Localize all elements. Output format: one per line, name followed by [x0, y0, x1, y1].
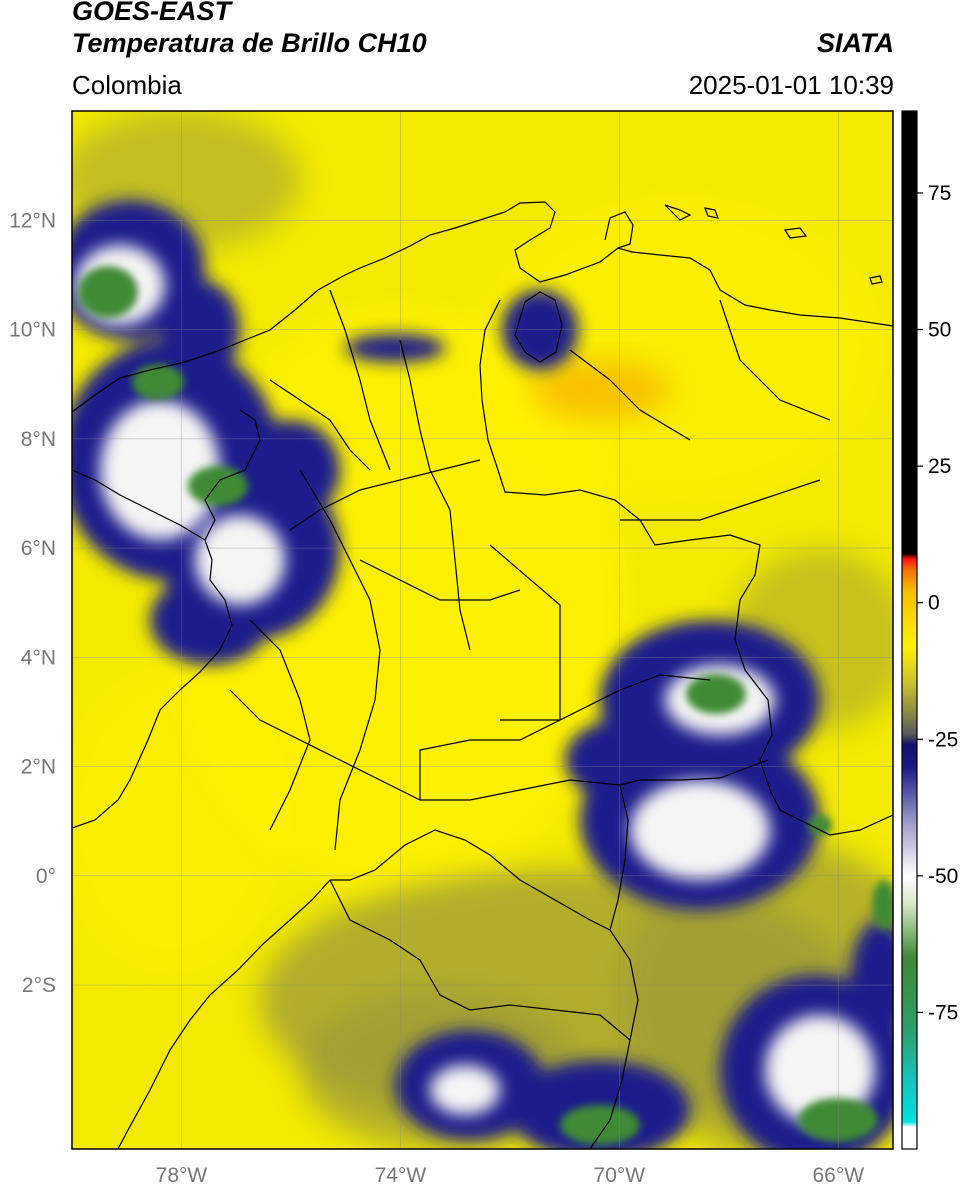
- ecuador-peru-border: [329, 879, 631, 1041]
- graticule: [72, 111, 893, 1149]
- warm-zones: [72, 190, 890, 980]
- colombia-peru-border: [330, 829, 611, 931]
- map-panel: [72, 111, 893, 1149]
- colombia-venezuela-border: [479, 299, 801, 821]
- colombia-brazil-border: [589, 759, 769, 1149]
- pacific-coastline: [72, 409, 261, 829]
- island-3: [783, 227, 808, 239]
- warm-spot: [530, 360, 670, 420]
- department-line-4: [329, 289, 391, 471]
- caribbean-coastline: [72, 201, 893, 413]
- latitude-tick-label: 6°N: [21, 537, 56, 560]
- colorbar-frame: [901, 110, 918, 1150]
- product-title: Temperatura de Brillo CH10: [72, 28, 427, 58]
- longitude-tick-label: 70°W: [594, 1164, 646, 1187]
- longitude-tick-label: 66°W: [812, 1164, 864, 1187]
- longitude-axis: 78°W 74°W 70°W 66°W: [156, 1164, 865, 1187]
- venezuela-brazil-border: [799, 814, 893, 836]
- source-label: SIATA: [817, 28, 894, 58]
- meta-vichada-line: [419, 544, 561, 800]
- department-line-8: [359, 559, 521, 601]
- department-line-6: [420, 779, 621, 801]
- colorbar-tick-label: -75: [928, 1001, 958, 1024]
- department-line-10: [269, 379, 371, 471]
- lake-maracaibo: [514, 291, 563, 363]
- colorbar-scale: [902, 111, 917, 1149]
- latitude-axis: 12°N 10°N 8°N 6°N 4°N 2°N 0° 2°S: [9, 209, 56, 997]
- colorbar-tick-label: 75: [928, 182, 951, 205]
- colorbar-tick-label: 50: [928, 319, 951, 342]
- cloud-systems: [72, 200, 893, 1149]
- latitude-tick-label: 2°S: [22, 974, 56, 997]
- latitude-tick-label: 12°N: [9, 209, 56, 232]
- latitude-tick-label: 4°N: [21, 646, 56, 669]
- island-1: [664, 204, 692, 221]
- department-line-1: [299, 469, 381, 851]
- satellite-title: GOES-EAST: [72, 0, 232, 26]
- panama-border: [72, 469, 206, 541]
- cloud-core-very-cold: [75, 245, 875, 1125]
- datetime-label: 2025-01-01 10:39: [688, 70, 894, 100]
- latitude-tick-label: 2°N: [21, 756, 56, 779]
- region-label: Colombia: [72, 70, 182, 100]
- guajira-coast: [604, 211, 634, 249]
- latitude-tick-label: 0°: [36, 865, 56, 888]
- colorbar: 75 50 25 0 -25 -50 -75: [901, 110, 958, 1150]
- longitude-tick-label: 74°W: [375, 1164, 427, 1187]
- colorbar-tick-label: 25: [928, 455, 951, 478]
- department-line-7: [229, 689, 421, 801]
- map-frame: [71, 110, 894, 1150]
- island-2: [704, 207, 719, 219]
- ecuador-peru-coast: [117, 879, 331, 1149]
- department-line-3: [249, 619, 311, 831]
- island-4: [869, 275, 883, 285]
- department-line-9: [289, 459, 481, 531]
- department-line-5: [500, 674, 711, 721]
- latitude-tick-label: 10°N: [9, 319, 56, 342]
- department-line-2: [399, 339, 471, 651]
- venezuela-state-lines: [569, 299, 831, 521]
- colorbar-tick-label: -50: [928, 865, 958, 888]
- longitude-tick-label: 78°W: [156, 1164, 208, 1187]
- latitude-tick-label: 8°N: [21, 428, 56, 451]
- cloud-top-coldest: [78, 266, 893, 1145]
- colorbar-tick-label: 0: [928, 592, 940, 615]
- colorbar-tick-label: -25: [928, 728, 958, 751]
- boundaries: [72, 201, 893, 1149]
